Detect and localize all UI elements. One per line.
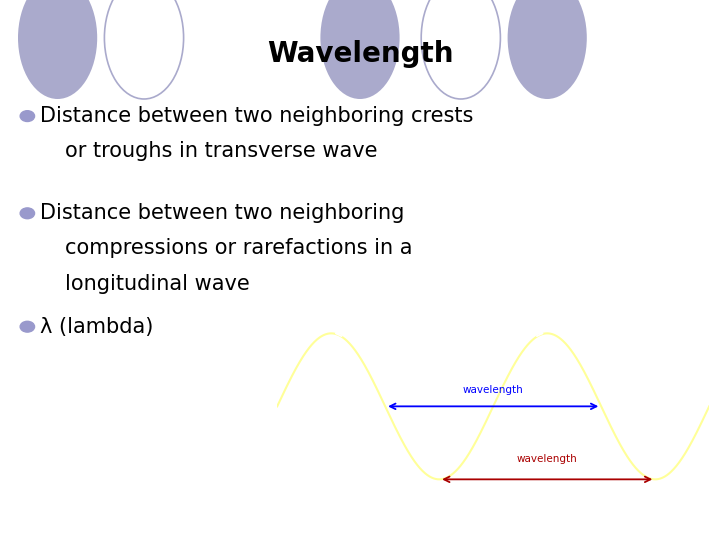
Circle shape [20,321,35,332]
Text: Distance between two neighboring crests: Distance between two neighboring crests [40,106,473,126]
Ellipse shape [18,0,97,99]
Ellipse shape [421,0,500,99]
Text: Wavelength: Wavelength [266,40,454,68]
Text: or troughs in transverse wave: or troughs in transverse wave [65,141,377,161]
Ellipse shape [508,0,587,99]
Text: λ (lambda): λ (lambda) [40,316,153,337]
Text: wavelength: wavelength [409,315,469,325]
Ellipse shape [104,0,184,99]
Circle shape [20,111,35,122]
Text: wavelength: wavelength [463,386,523,395]
Text: Distance between two neighboring: Distance between two neighboring [40,203,404,224]
Ellipse shape [320,0,400,99]
Text: compressions or rarefactions in a: compressions or rarefactions in a [65,238,413,259]
Text: longitudinal wave: longitudinal wave [65,273,250,294]
Text: wavelength: wavelength [517,454,577,464]
Circle shape [20,208,35,219]
